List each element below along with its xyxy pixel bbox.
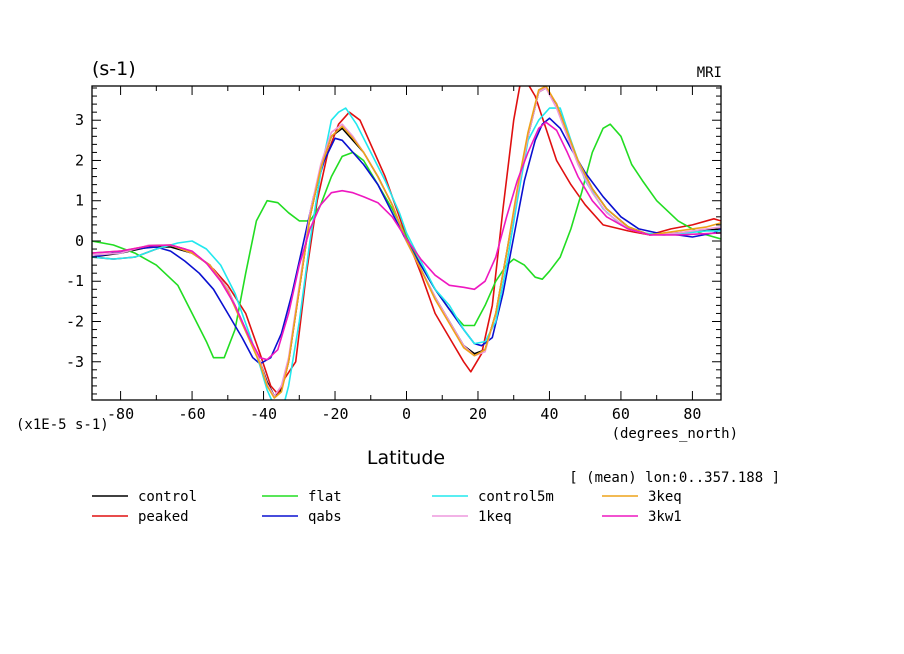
x-axis-title: Latitude: [367, 447, 445, 469]
legend-label-3kw1: 3kw1: [648, 509, 682, 525]
subtitle: [ (mean) lon:0..357.188 ]: [569, 470, 780, 486]
x-tick-label: 0: [402, 405, 411, 423]
legend-label-control5m: control5m: [478, 489, 554, 505]
legend-label-3keq: 3keq: [648, 489, 682, 505]
series-line-control5m: [92, 107, 721, 400]
y-tick-label: 2: [75, 151, 84, 169]
legend-label-qabs: qabs: [308, 509, 342, 525]
series-line-3kw1: [92, 121, 721, 361]
series-line-peaked: [92, 86, 721, 395]
plot-area: [92, 86, 721, 400]
x-tick-label: -20: [321, 405, 348, 423]
x-tick-label: 20: [469, 405, 487, 423]
legend-label-1keq: 1keq: [478, 509, 512, 525]
x-tick-label: 40: [540, 405, 558, 423]
x-tick-label: -60: [179, 405, 206, 423]
x-unit-label: (degrees_north): [612, 426, 738, 442]
x-tick-label: -80: [107, 405, 134, 423]
y-tick-label: -2: [66, 313, 84, 331]
y-tick-label: -1: [66, 272, 84, 290]
legend: control peaked flat qabs control5m 1keq 3keq 3k…: [92, 489, 682, 525]
axis-ticks: -80 -60 -40 -20 0 20 40 60 80 -3 -2 -1 0 1 2 3: [66, 86, 721, 423]
x-tick-label: 80: [683, 405, 701, 423]
plot-frame: [91, 85, 722, 401]
y-tick-label: 1: [75, 192, 84, 210]
y-tick-label: 3: [75, 111, 84, 129]
legend-label-control: control: [138, 489, 197, 505]
x-tick-label: 60: [612, 405, 630, 423]
series-line-3keq: [92, 86, 721, 399]
y-tick-label: 0: [75, 232, 84, 250]
legend-label-flat: flat: [308, 489, 342, 505]
unit-label: (s-1): [92, 58, 136, 80]
model-label: MRI: [697, 65, 722, 81]
y-tick-label: -3: [66, 353, 84, 371]
x-tick-label: -40: [250, 405, 277, 423]
y-scale-label: (x1E-5 s-1): [16, 417, 109, 433]
legend-label-peaked: peaked: [138, 509, 189, 525]
